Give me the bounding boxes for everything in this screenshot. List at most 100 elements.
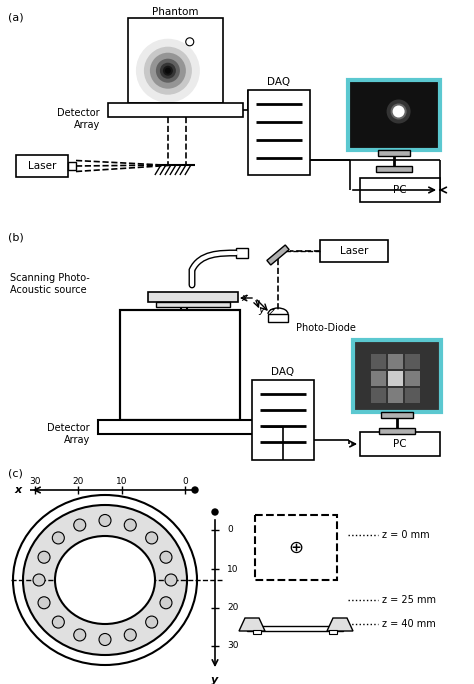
Text: 20: 20 bbox=[73, 477, 84, 486]
Bar bbox=[360, 432, 440, 456]
Text: Phantom: Phantom bbox=[152, 7, 199, 17]
Circle shape bbox=[33, 574, 45, 586]
Bar bbox=[405, 354, 420, 369]
Bar bbox=[388, 354, 403, 369]
Text: PC: PC bbox=[393, 439, 407, 449]
Polygon shape bbox=[239, 618, 265, 631]
Bar bbox=[329, 630, 337, 634]
Bar bbox=[353, 340, 441, 412]
Bar bbox=[253, 630, 261, 634]
Circle shape bbox=[38, 596, 50, 609]
Bar bbox=[405, 388, 420, 403]
Text: y: y bbox=[258, 305, 264, 315]
Polygon shape bbox=[327, 618, 353, 631]
Bar bbox=[108, 103, 243, 117]
Text: z = 25 mm: z = 25 mm bbox=[382, 595, 436, 605]
Bar bbox=[405, 371, 420, 386]
Circle shape bbox=[99, 514, 111, 527]
Bar bbox=[379, 428, 415, 434]
Text: PC: PC bbox=[393, 185, 407, 195]
Circle shape bbox=[136, 39, 200, 103]
Circle shape bbox=[52, 616, 64, 628]
Bar bbox=[248, 90, 310, 175]
Circle shape bbox=[212, 509, 218, 515]
Circle shape bbox=[392, 105, 405, 118]
Text: Laser: Laser bbox=[340, 246, 368, 256]
Bar bbox=[378, 150, 410, 156]
Text: Scanning Photo-
Acoustic source: Scanning Photo- Acoustic source bbox=[10, 273, 90, 295]
Text: x: x bbox=[15, 485, 22, 495]
Text: 0: 0 bbox=[182, 477, 188, 486]
Bar bbox=[236, 248, 248, 258]
Bar bbox=[371, 371, 386, 386]
Bar bbox=[156, 302, 230, 307]
Circle shape bbox=[186, 38, 194, 46]
Text: 0: 0 bbox=[227, 525, 233, 534]
Text: (a): (a) bbox=[8, 12, 24, 22]
Bar bbox=[371, 354, 386, 369]
Text: 30: 30 bbox=[29, 477, 41, 486]
Circle shape bbox=[165, 68, 171, 74]
Bar bbox=[148, 292, 238, 302]
Text: z = 40 mm: z = 40 mm bbox=[382, 619, 436, 629]
Circle shape bbox=[74, 629, 86, 641]
Bar bbox=[388, 371, 403, 386]
Bar bbox=[388, 388, 403, 403]
Bar bbox=[267, 245, 289, 265]
Ellipse shape bbox=[23, 505, 187, 655]
Text: DAQ: DAQ bbox=[267, 77, 291, 87]
Text: DAQ: DAQ bbox=[272, 367, 294, 377]
Bar bbox=[376, 166, 412, 172]
Text: Detector
Array: Detector Array bbox=[47, 423, 90, 445]
Circle shape bbox=[160, 63, 176, 79]
Circle shape bbox=[124, 519, 136, 531]
Circle shape bbox=[160, 551, 172, 563]
Text: z: z bbox=[268, 307, 274, 317]
Bar bbox=[371, 388, 386, 403]
Circle shape bbox=[144, 47, 192, 94]
Bar bbox=[348, 80, 440, 150]
Circle shape bbox=[163, 66, 173, 76]
Circle shape bbox=[99, 633, 111, 646]
Circle shape bbox=[387, 99, 410, 124]
Bar bbox=[120, 310, 240, 420]
Circle shape bbox=[124, 629, 136, 641]
Bar bbox=[128, 18, 223, 103]
Bar bbox=[98, 420, 263, 434]
Text: 20: 20 bbox=[227, 603, 238, 612]
Text: (b): (b) bbox=[8, 232, 24, 242]
Circle shape bbox=[150, 53, 186, 89]
Text: 10: 10 bbox=[227, 564, 238, 573]
Text: Laser: Laser bbox=[28, 161, 56, 171]
Text: $\oplus$: $\oplus$ bbox=[288, 538, 304, 557]
Circle shape bbox=[165, 574, 177, 586]
Circle shape bbox=[38, 551, 50, 563]
Bar bbox=[16, 155, 68, 177]
Bar bbox=[255, 515, 337, 580]
Bar bbox=[68, 162, 76, 170]
Circle shape bbox=[146, 532, 158, 544]
Bar bbox=[320, 240, 388, 262]
Text: 10: 10 bbox=[116, 477, 128, 486]
Circle shape bbox=[52, 532, 64, 544]
Bar bbox=[360, 178, 440, 202]
Circle shape bbox=[391, 103, 407, 120]
Bar bbox=[123, 350, 237, 417]
Circle shape bbox=[156, 59, 180, 83]
Text: y: y bbox=[211, 675, 219, 684]
Circle shape bbox=[192, 487, 198, 493]
Bar bbox=[120, 310, 240, 420]
Bar bbox=[252, 380, 314, 460]
Text: x: x bbox=[241, 293, 247, 303]
Circle shape bbox=[74, 519, 86, 531]
Bar bbox=[268, 314, 288, 322]
Bar bbox=[381, 412, 413, 418]
Text: Photo-Diode: Photo-Diode bbox=[296, 323, 356, 333]
Ellipse shape bbox=[55, 536, 155, 624]
Circle shape bbox=[146, 616, 158, 628]
Circle shape bbox=[160, 596, 172, 609]
Text: (c): (c) bbox=[8, 468, 23, 478]
Text: Detector
Array: Detector Array bbox=[57, 108, 100, 130]
Text: 30: 30 bbox=[227, 642, 238, 650]
Bar bbox=[247, 626, 343, 631]
